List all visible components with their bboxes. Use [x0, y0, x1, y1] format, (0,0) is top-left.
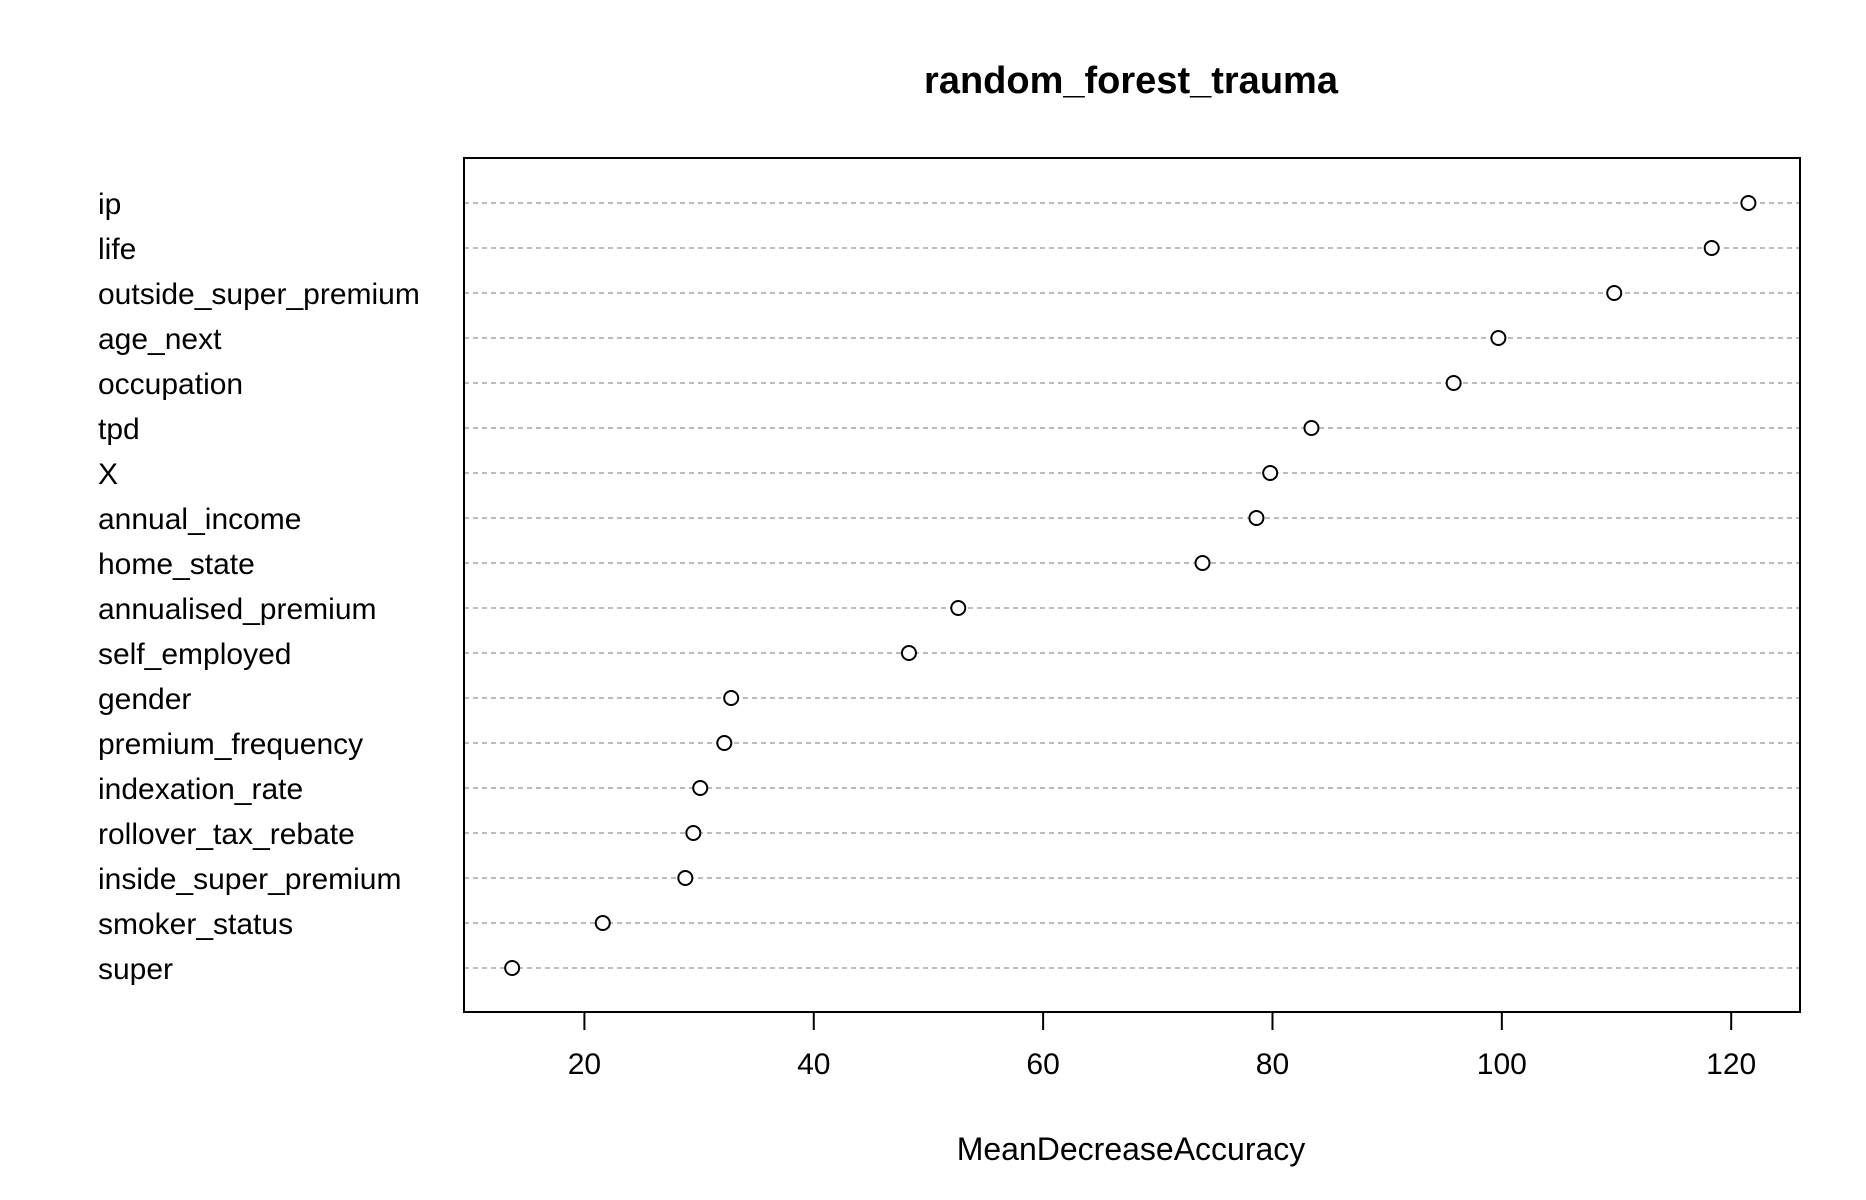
category-label: super [98, 953, 173, 986]
data-point [1606, 285, 1623, 301]
category-label: life [98, 233, 136, 266]
category-label: outside_super_premium [98, 278, 420, 311]
data-point [1248, 510, 1265, 526]
x-axis-ticks: 20 40 60 80 100 120 [568, 1012, 1756, 1081]
category-label: premium_frequency [98, 728, 363, 761]
data-point [1194, 555, 1211, 571]
category-label: self_employed [98, 638, 291, 671]
category-label: X [98, 458, 118, 491]
data-point [594, 915, 611, 931]
data-point [504, 960, 521, 976]
category-label: home_state [98, 548, 255, 581]
data-point [1445, 375, 1462, 391]
data-point [1303, 420, 1320, 436]
x-axis-label: MeanDecreaseAccuracy [957, 1131, 1306, 1167]
data-point [685, 825, 702, 841]
x-tick-label: 20 [568, 1048, 601, 1081]
data-points [504, 195, 1757, 976]
category-label: indexation_rate [98, 773, 303, 806]
x-tick-label: 60 [1026, 1048, 1059, 1081]
category-label: annualised_premium [98, 593, 377, 626]
data-point [1262, 465, 1279, 481]
chart-title: random_forest_trauma [924, 60, 1339, 102]
data-point [1740, 195, 1757, 211]
category-labels: ip life outside_super_premium age_nextoccup… [98, 188, 420, 986]
data-point [716, 735, 733, 751]
x-tick-label: 80 [1256, 1048, 1289, 1081]
x-tick-label: 120 [1706, 1048, 1756, 1081]
data-point [900, 645, 917, 661]
category-label: occupation [98, 368, 243, 401]
x-tick-label: 40 [797, 1048, 830, 1081]
data-point [1490, 330, 1507, 346]
category-label: gender [98, 683, 191, 716]
category-label: tpd [98, 413, 140, 446]
data-point [677, 870, 694, 886]
category-label: smoker_status [98, 908, 293, 941]
data-point [1703, 240, 1720, 256]
category-label: rollover_tax_rebate [98, 818, 355, 851]
x-tick-label: 100 [1477, 1048, 1527, 1081]
category-label: inside_super_premium [98, 863, 402, 896]
category-label: annual_income [98, 503, 301, 536]
plot-frame [463, 157, 1801, 1013]
category-label: age_next [98, 323, 222, 356]
category-label: ip [98, 188, 121, 221]
data-point [950, 600, 967, 616]
data-point [723, 690, 740, 706]
data-point [692, 780, 709, 796]
gridlines [464, 202, 1800, 969]
